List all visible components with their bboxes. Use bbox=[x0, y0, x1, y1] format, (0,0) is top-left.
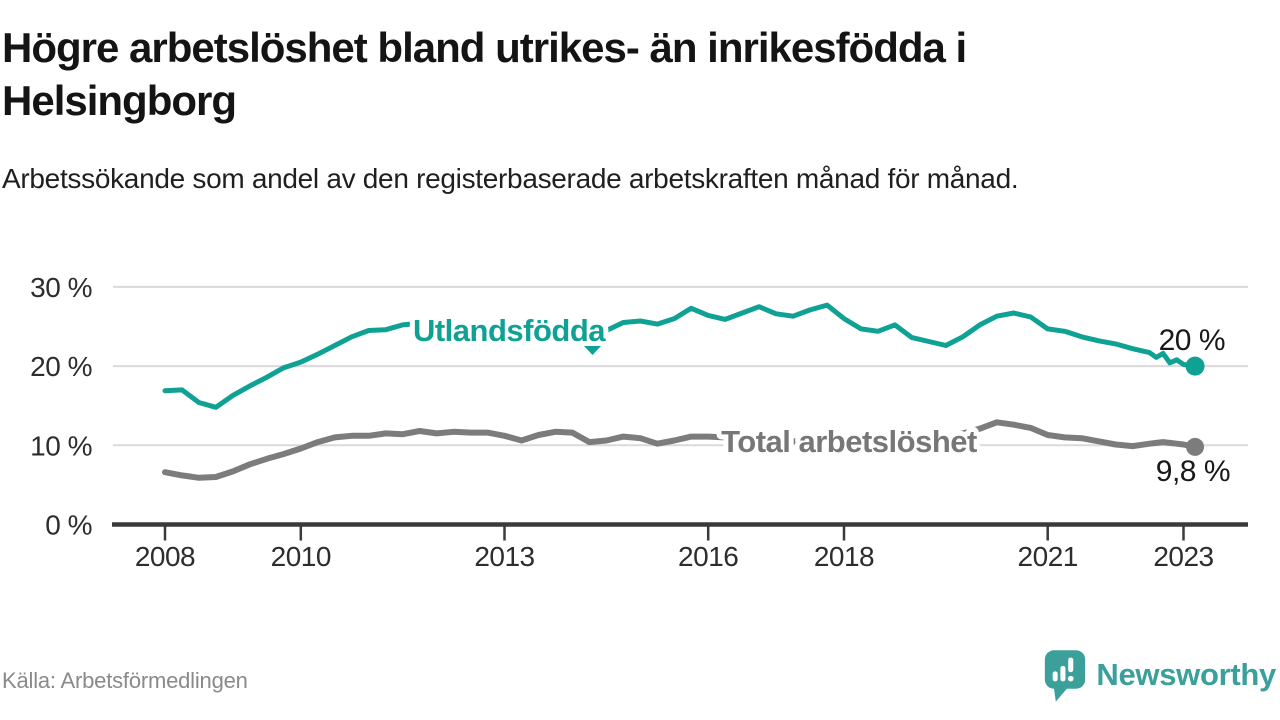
x-axis-tick-label: 2010 bbox=[271, 541, 331, 572]
utlandsfodda-line-label: Utlandsfödda bbox=[413, 313, 606, 348]
total-line-label: Total arbetslöshet bbox=[721, 424, 977, 459]
chart-subtitle: Arbetssökande som andel av den registerb… bbox=[2, 163, 1019, 194]
gridlines: 0 % 10 % 20 % 30 % bbox=[30, 272, 1248, 541]
utlandsfodda-end-value: 20 % bbox=[1159, 324, 1225, 357]
line-total bbox=[162, 419, 1198, 481]
total-end-value: 9,8 % bbox=[1156, 455, 1230, 488]
y-axis-tick-label: 20 % bbox=[30, 351, 92, 382]
x-axis-tick-label: 2021 bbox=[1018, 541, 1078, 572]
newsworthy-branding: Newsworthy bbox=[1043, 648, 1276, 702]
series-end-dots bbox=[1185, 356, 1205, 456]
label-pointer-triangle-icon bbox=[584, 346, 601, 355]
newsworthy-logo-icon bbox=[1045, 650, 1086, 702]
y-axis-tick-label: 10 % bbox=[30, 430, 92, 461]
y-axis-tick-label: 0 % bbox=[45, 510, 92, 541]
data-lines bbox=[162, 302, 1198, 481]
x-axis-tick-label: 2008 bbox=[135, 541, 195, 572]
y-axis-tick-label: 30 % bbox=[30, 272, 92, 303]
x-axis-tick-label: 2018 bbox=[814, 541, 874, 572]
series-end-dot bbox=[1185, 356, 1205, 376]
newsworthy-wordmark: Newsworthy bbox=[1096, 657, 1276, 692]
page-title: Högre arbetslöshet bland utrikes- än inr… bbox=[2, 24, 967, 124]
line-utlandsfodda bbox=[162, 302, 1198, 410]
source-credit: Källa: Arbetsförmedlingen bbox=[2, 668, 248, 693]
x-axis-tick-label: 2013 bbox=[474, 541, 534, 572]
x-axis-tick-label: 2023 bbox=[1153, 541, 1213, 572]
x-axis-tick-label: 2016 bbox=[678, 541, 738, 572]
x-axis: 2008 2010 2013 2016 2018 2021 2023 bbox=[112, 522, 1248, 572]
series-end-dot bbox=[1186, 437, 1205, 456]
